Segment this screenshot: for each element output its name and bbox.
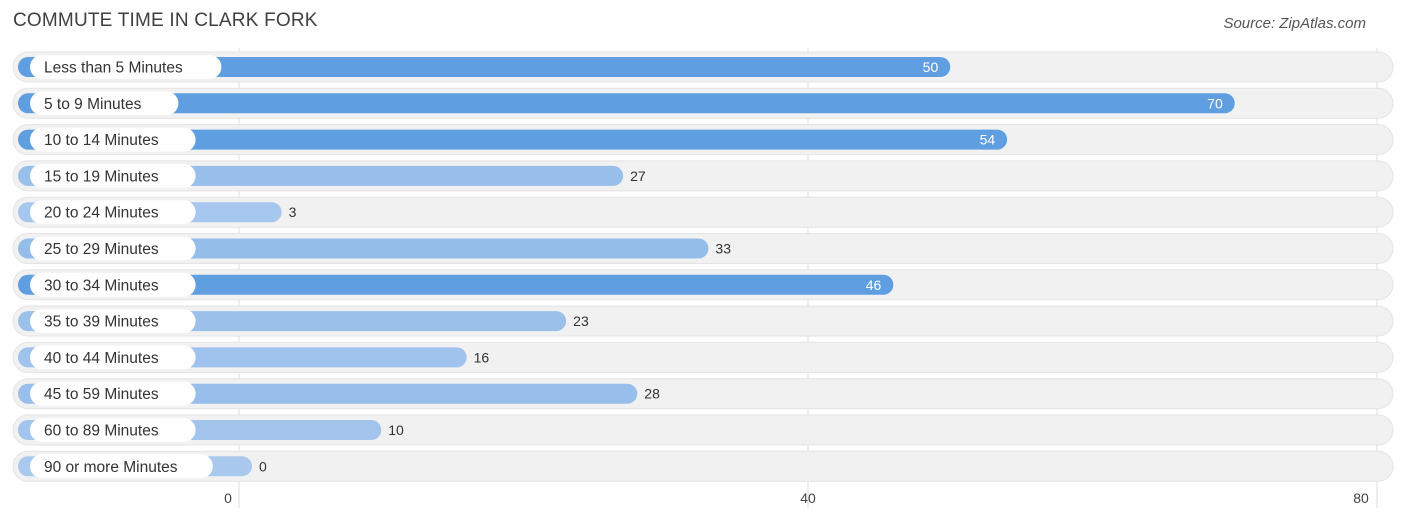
bar-row: 40 to 44 Minutes 16	[12, 341, 1394, 373]
bar-row: 10 to 14 Minutes 54	[12, 124, 1394, 156]
bar-row: 60 to 89 Minutes 10	[12, 414, 1394, 446]
bar-row: 35 to 39 Minutes 23	[12, 305, 1394, 337]
category-label-pill	[30, 309, 196, 334]
bar-row: 45 to 59 Minutes 28	[12, 378, 1394, 410]
bar	[18, 93, 1235, 114]
category-label: 40 to 44 Minutes	[44, 350, 159, 367]
value-label: 54	[980, 132, 996, 148]
category-label-pill	[30, 454, 213, 479]
category-label-pill	[30, 345, 196, 370]
value-label: 28	[644, 386, 660, 402]
category-label-pill	[30, 418, 196, 442]
category-label-pill	[30, 127, 196, 152]
bar-track	[12, 196, 1394, 228]
x-tick-label: 40	[800, 490, 816, 506]
category-label: 15 to 19 Minutes	[44, 168, 159, 185]
value-label: 27	[630, 168, 646, 184]
category-label-pill	[30, 236, 196, 261]
value-label: 50	[923, 59, 939, 75]
source-label: Source: ZipAtlas.com	[1223, 15, 1366, 32]
x-tick-label: 0	[224, 490, 232, 506]
category-label: 20 to 24 Minutes	[44, 205, 159, 222]
value-label: 23	[573, 313, 589, 329]
category-label: 45 to 59 Minutes	[44, 386, 159, 403]
category-label: 60 to 89 Minutes	[44, 423, 159, 440]
bar-track	[12, 450, 1394, 482]
value-label: 70	[1207, 95, 1223, 111]
value-label: 46	[866, 277, 882, 293]
bar-row: 20 to 24 Minutes 3	[12, 196, 1394, 228]
chart-title: COMMUTE TIME IN CLARK FORK	[13, 10, 318, 31]
bar	[18, 129, 1008, 150]
category-label-pill	[30, 381, 196, 406]
value-label: 10	[388, 422, 404, 438]
bar-row: 25 to 29 Minutes 33	[12, 233, 1394, 264]
category-label-pill	[30, 163, 196, 188]
category-label: 30 to 34 Minutes	[44, 277, 159, 294]
category-label: 35 to 39 Minutes	[44, 314, 159, 331]
category-label: 25 to 29 Minutes	[44, 241, 159, 258]
bar	[18, 274, 894, 295]
category-label-pill	[30, 272, 196, 297]
bar-row: 15 to 19 Minutes 27	[12, 160, 1394, 192]
bar-row: Less than 5 Minutes 50	[12, 51, 1394, 83]
value-label: 33	[715, 241, 731, 257]
category-label: Less than 5 Minutes	[44, 60, 183, 77]
bar	[18, 57, 951, 77]
category-label-pill	[30, 55, 222, 79]
value-label: 16	[474, 349, 490, 365]
bar-row: 5 to 9 Minutes 70	[12, 87, 1394, 119]
category-label: 5 to 9 Minutes	[44, 96, 142, 113]
bar-row: 90 or more Minutes 0	[12, 450, 1394, 482]
bar-row: 30 to 34 Minutes 46	[12, 269, 1394, 301]
x-tick-label: 80	[1353, 490, 1369, 506]
value-label: 0	[259, 458, 267, 474]
category-label-pill	[30, 91, 179, 116]
category-label: 10 to 14 Minutes	[44, 132, 159, 149]
value-label: 3	[289, 204, 297, 220]
category-label-pill	[30, 200, 196, 225]
category-label: 90 or more Minutes	[44, 459, 178, 476]
